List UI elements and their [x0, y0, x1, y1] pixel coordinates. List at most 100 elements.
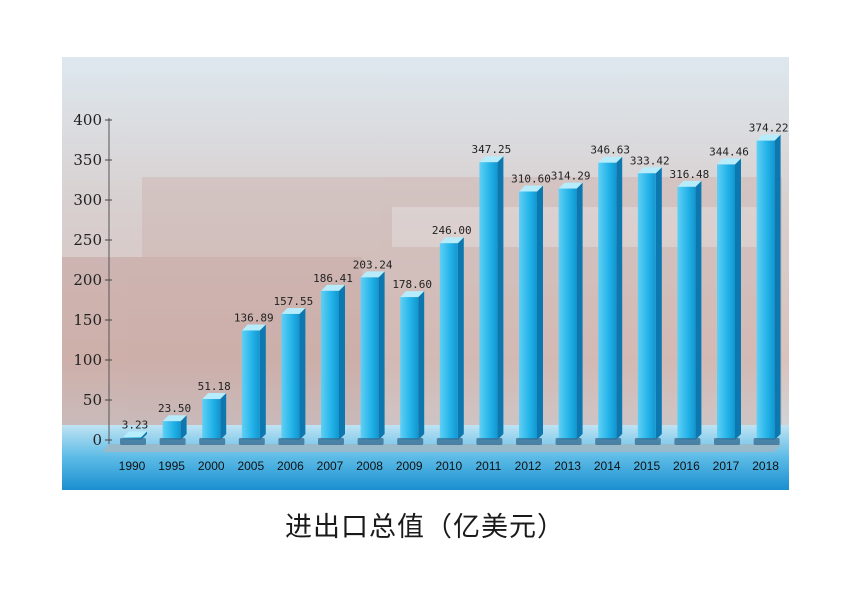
bar	[202, 399, 221, 440]
bar-base-icon	[120, 438, 146, 445]
bar	[637, 173, 656, 440]
bar-top	[400, 291, 425, 298]
bar-base-icon	[555, 438, 582, 445]
bar-top	[479, 156, 504, 163]
bar	[439, 243, 458, 440]
data-label: 157.55	[274, 295, 314, 308]
y-tick-label: 300	[73, 191, 102, 209]
bar-base-icon	[278, 438, 305, 445]
data-label: 333.42	[630, 154, 670, 167]
data-label: 186.41	[313, 272, 353, 285]
bar-side	[616, 156, 623, 441]
data-label: 203.24	[353, 258, 393, 271]
bar-side	[735, 158, 741, 440]
bar-side	[259, 324, 266, 440]
x-tick-label: 1990	[119, 459, 146, 473]
bar-base-icon	[634, 438, 661, 445]
bar-base-icon	[753, 438, 780, 445]
bar	[519, 191, 537, 440]
bar-top	[756, 134, 781, 141]
bar-side	[457, 237, 464, 440]
bar	[360, 277, 379, 440]
bar-top	[717, 158, 741, 165]
data-label: 51.18	[198, 380, 231, 393]
bar	[558, 188, 577, 440]
bar-base-icon	[159, 438, 186, 445]
bar-top	[637, 167, 662, 174]
x-tick-label: 2007	[317, 459, 344, 473]
x-tick-label: 2014	[594, 459, 621, 473]
bar	[281, 313, 300, 440]
bar-side	[418, 291, 425, 440]
bar-top	[439, 237, 464, 244]
bar-side	[299, 307, 306, 440]
bar-top	[281, 307, 306, 314]
bar-side	[774, 134, 781, 440]
x-tick-label: 2018	[752, 459, 779, 473]
bar-base-icon	[674, 438, 701, 445]
y-axis: 0 50 100 150 200 250 300 350 400	[73, 111, 782, 452]
data-label: 346.63	[590, 144, 630, 157]
bar	[756, 140, 775, 440]
data-label: 347.25	[472, 143, 512, 156]
bar-side	[695, 180, 702, 440]
bar	[241, 330, 260, 440]
category-labels-group: 1990 1995 2000 2005 2006 2007 2008 2009 2010 2011…	[119, 459, 780, 473]
bar-top	[202, 393, 227, 400]
x-tick-label: 2017	[713, 459, 740, 473]
y-tick-label: 200	[73, 271, 102, 289]
chart-base-platform	[102, 444, 782, 452]
x-tick-label: 2000	[198, 459, 225, 473]
x-tick-label: 2009	[396, 459, 423, 473]
bar-side	[497, 156, 504, 440]
y-tick-label: 100	[73, 351, 102, 369]
y-tick-label: 150	[73, 311, 102, 329]
data-label: 3.23	[122, 418, 149, 431]
x-tick-label: 2008	[356, 459, 383, 473]
bar-top	[360, 271, 385, 278]
bars-group	[120, 134, 781, 445]
bar-base-icon	[318, 438, 344, 445]
data-label: 344.46	[709, 145, 749, 158]
data-label: 310.60	[511, 173, 551, 186]
bar-base-icon	[436, 438, 463, 445]
bar-side	[378, 271, 385, 440]
data-label: 23.50	[158, 402, 191, 415]
bar	[321, 290, 339, 440]
bar-top	[162, 415, 187, 422]
bar	[717, 164, 735, 440]
data-label: 178.60	[392, 278, 432, 291]
x-tick-label: 2006	[277, 459, 304, 473]
y-tick-label: 0	[92, 431, 102, 449]
bar-top	[677, 180, 702, 187]
bar	[400, 297, 419, 440]
x-tick-label: 2013	[554, 459, 581, 473]
bar-top	[241, 324, 266, 331]
y-tick-label: 50	[83, 391, 102, 409]
x-tick-label: 2012	[515, 459, 542, 473]
data-label: 374.22	[749, 122, 789, 135]
bar-side	[655, 167, 662, 440]
x-tick-label: 2010	[435, 459, 462, 473]
bar-top	[519, 185, 543, 192]
y-tick-label: 250	[73, 231, 102, 249]
bar	[598, 162, 617, 441]
x-tick-label: 2011	[475, 459, 501, 473]
bar	[162, 421, 181, 440]
bar-side	[537, 185, 543, 440]
x-tick-label: 2016	[673, 459, 700, 473]
bar-top	[558, 182, 583, 189]
data-label: 136.89	[234, 311, 274, 324]
x-tick-label: 2015	[633, 459, 660, 473]
bar-side	[576, 182, 583, 440]
bar-base-icon	[516, 438, 542, 445]
bar-base-icon	[238, 438, 265, 445]
x-tick-label: 2005	[237, 459, 264, 473]
bar-side	[339, 284, 345, 440]
bar-base-icon	[357, 438, 384, 445]
bar-base-icon	[714, 438, 740, 445]
data-label: 316.48	[670, 168, 710, 181]
data-label: 314.29	[551, 170, 591, 183]
bar-base-icon	[476, 438, 503, 445]
